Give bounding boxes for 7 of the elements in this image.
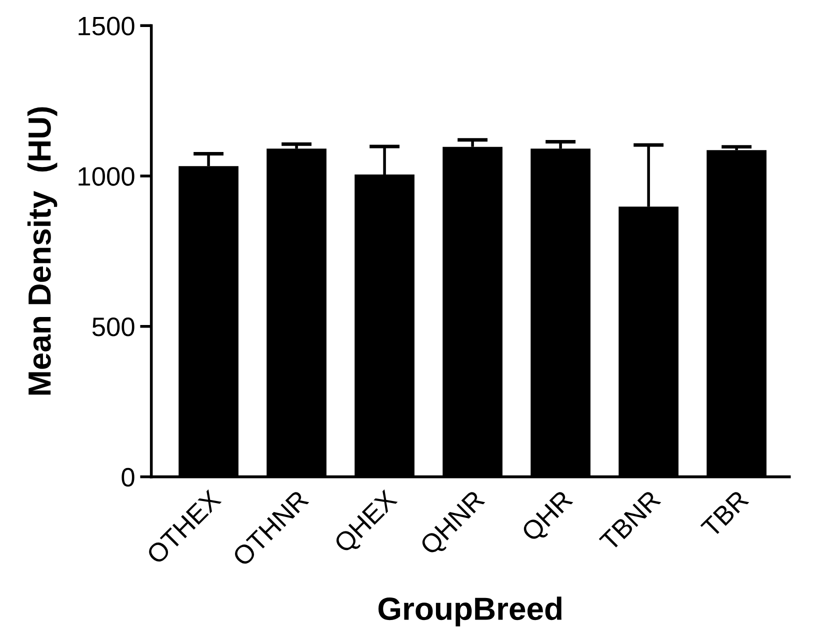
y-tick-label: 1500 [78, 16, 134, 36]
y-axis-title: Mean Density (HU) [27, 107, 58, 395]
y-tick-label: 0 [122, 468, 134, 487]
x-axis-title: GroupBreed [378, 596, 562, 626]
y-tick-label: 500 [92, 318, 134, 336]
x-tick-label: TBR [700, 489, 750, 538]
y-tick-label: 1000 [78, 167, 134, 186]
